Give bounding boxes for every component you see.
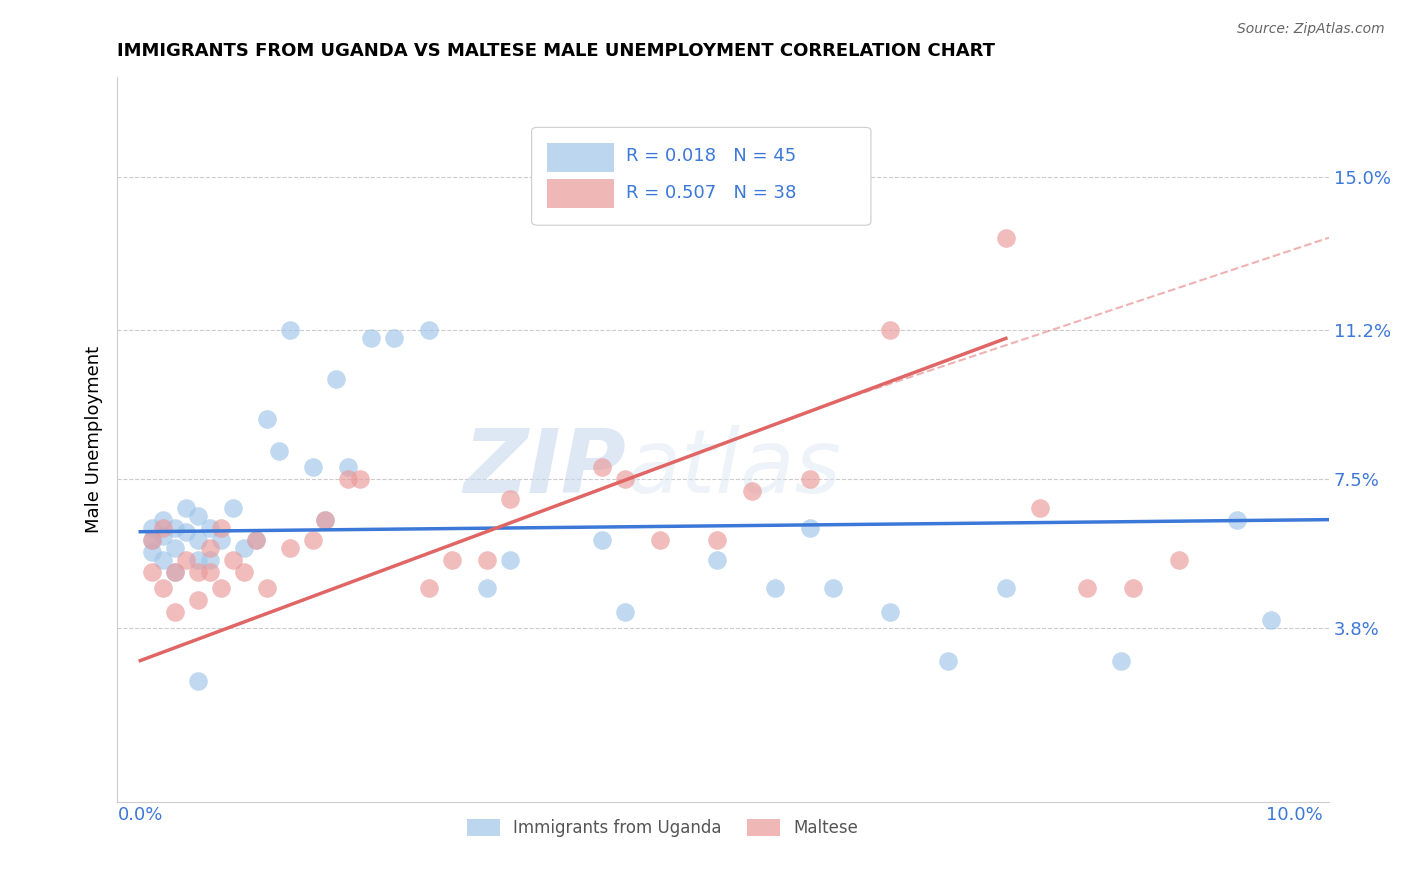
Point (763, 581, 786, 595)
Point (302, 533, 325, 547)
Point (879, 323, 901, 337)
Point (221, 500, 243, 515)
Point (141, 533, 163, 547)
Point (741, 484, 763, 499)
Point (1226, 513, 1249, 527)
Point (245, 533, 267, 547)
Point (994, 230, 1017, 244)
Point (994, 581, 1017, 595)
Point (302, 460, 325, 475)
Point (614, 605, 637, 619)
Text: R = 0.507   N = 38: R = 0.507 N = 38 (626, 184, 797, 202)
Point (278, 541, 301, 555)
Point (187, 553, 209, 567)
Point (163, 565, 186, 579)
Point (1260, 613, 1282, 627)
Point (475, 553, 498, 567)
Point (1168, 553, 1191, 567)
Point (1109, 654, 1132, 668)
Point (198, 541, 221, 555)
Point (498, 553, 520, 567)
Point (418, 323, 440, 337)
Point (799, 521, 821, 535)
Text: ZIP: ZIP (464, 425, 626, 512)
Point (176, 553, 198, 567)
Point (648, 533, 671, 547)
Point (337, 472, 360, 486)
Point (221, 553, 243, 567)
Point (1029, 500, 1052, 515)
Point (337, 460, 360, 475)
Point (209, 533, 232, 547)
Point (163, 521, 186, 535)
Point (591, 533, 613, 547)
Point (163, 541, 186, 555)
Text: Source: ZipAtlas.com: Source: ZipAtlas.com (1237, 22, 1385, 37)
Point (198, 521, 221, 535)
Legend: Immigrants from Uganda, Maltese: Immigrants from Uganda, Maltese (460, 813, 865, 844)
Point (821, 581, 844, 595)
Point (256, 412, 278, 426)
Point (936, 654, 959, 668)
Point (349, 472, 371, 486)
Point (706, 553, 728, 567)
Point (799, 472, 821, 486)
Point (187, 533, 209, 547)
Point (879, 605, 901, 619)
Point (152, 581, 174, 595)
Point (187, 565, 209, 579)
Text: R = 0.018   N = 45: R = 0.018 N = 45 (626, 147, 796, 165)
Point (1122, 581, 1144, 595)
Point (1076, 581, 1098, 595)
Point (141, 545, 163, 559)
Point (706, 533, 728, 547)
Point (418, 581, 440, 595)
Point (187, 508, 209, 523)
Point (209, 521, 232, 535)
Point (245, 533, 267, 547)
Point (187, 593, 209, 607)
Point (591, 460, 613, 475)
FancyBboxPatch shape (547, 178, 614, 208)
Point (267, 444, 290, 458)
Point (141, 565, 163, 579)
Point (325, 372, 347, 386)
Point (498, 492, 520, 507)
Text: IMMIGRANTS FROM UGANDA VS MALTESE MALE UNEMPLOYMENT CORRELATION CHART: IMMIGRANTS FROM UGANDA VS MALTESE MALE U… (117, 42, 995, 60)
Point (198, 565, 221, 579)
Point (314, 513, 336, 527)
Point (314, 513, 336, 527)
Point (475, 581, 498, 595)
Y-axis label: Male Unemployment: Male Unemployment (86, 345, 103, 533)
Point (152, 513, 174, 527)
Point (614, 472, 637, 486)
Point (382, 331, 405, 345)
Point (278, 323, 301, 337)
Point (141, 521, 163, 535)
Point (152, 553, 174, 567)
Point (360, 331, 382, 345)
Point (198, 553, 221, 567)
Point (141, 533, 163, 547)
Point (440, 553, 463, 567)
Text: atlas: atlas (626, 425, 841, 511)
Point (176, 500, 198, 515)
Point (176, 524, 198, 539)
Point (256, 581, 278, 595)
Point (152, 521, 174, 535)
Point (152, 529, 174, 543)
Point (233, 565, 256, 579)
FancyBboxPatch shape (531, 128, 870, 225)
Point (209, 581, 232, 595)
FancyBboxPatch shape (547, 143, 614, 171)
Point (233, 541, 256, 555)
Point (163, 565, 186, 579)
Point (163, 605, 186, 619)
Point (187, 673, 209, 688)
